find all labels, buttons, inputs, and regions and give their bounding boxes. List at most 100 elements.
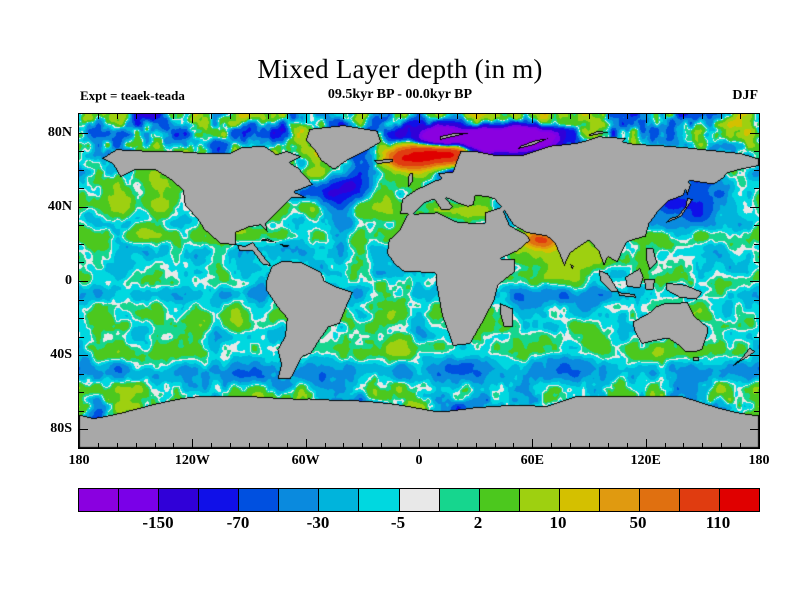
axis-tick: [79, 225, 84, 226]
axis-tick: [98, 114, 99, 119]
colorbar-segment: [79, 489, 120, 511]
axis-tick: [532, 114, 533, 123]
axis-tick: [400, 443, 401, 448]
colorbar-tick-label: -30: [306, 513, 330, 532]
axis-tick: [754, 411, 759, 412]
axis-tick: [79, 281, 88, 282]
axis-tick: [754, 225, 759, 226]
map-plot-area: [78, 113, 760, 449]
axis-tick: [754, 392, 759, 393]
colorbar: [78, 488, 760, 512]
axis-tick: [754, 170, 759, 171]
x-axis-tick-label: 60W: [291, 453, 320, 468]
axis-tick: [362, 114, 363, 119]
figure-subtitle: 09.5kyr BP - 00.0kyr BP: [327, 87, 473, 102]
axis-tick: [325, 443, 326, 448]
x-axis-tick-label: 180: [68, 453, 90, 468]
axis-tick: [702, 443, 703, 448]
axis-tick: [268, 114, 269, 119]
axis-tick: [287, 114, 288, 119]
x-axis-tick-label: 120E: [630, 453, 661, 468]
y-axis-tick-label: 80S: [50, 421, 72, 437]
x-axis-tick-label: 60E: [520, 453, 544, 468]
axis-tick: [136, 114, 137, 119]
axis-tick: [627, 114, 628, 119]
axis-tick: [211, 443, 212, 448]
axis-tick: [381, 114, 382, 119]
axis-tick: [551, 114, 552, 119]
axis-tick: [79, 392, 84, 393]
axis-tick: [646, 439, 647, 448]
axis-tick: [155, 114, 156, 119]
colorbar-tick-label: 2: [473, 513, 483, 532]
axis-tick: [117, 114, 118, 119]
axis-tick: [476, 114, 477, 119]
axis-tick: [740, 114, 741, 119]
colorbar-segment: [519, 489, 560, 511]
axis-tick: [79, 188, 84, 189]
axis-tick: [750, 133, 759, 134]
axis-tick: [608, 443, 609, 448]
axis-tick: [754, 151, 759, 152]
axis-tick: [419, 114, 420, 123]
page-title: Mixed Layer depth (in m): [257, 54, 543, 84]
axis-tick: [438, 443, 439, 448]
axis-tick: [325, 114, 326, 119]
axis-tick: [683, 443, 684, 448]
axis-tick: [457, 114, 458, 119]
axis-tick: [79, 244, 84, 245]
y-axis-tick-label: 80N: [47, 124, 72, 140]
axis-tick: [381, 443, 382, 448]
axis-tick: [551, 443, 552, 448]
y-axis-tick-label: 40N: [47, 198, 72, 214]
axis-tick: [79, 300, 84, 301]
axis-tick: [754, 300, 759, 301]
colorbar-segment: [279, 489, 320, 511]
axis-tick: [750, 429, 759, 430]
axis-tick: [750, 281, 759, 282]
axis-tick: [589, 114, 590, 119]
axis-tick: [249, 443, 250, 448]
axis-tick: [79, 355, 88, 356]
axis-tick: [400, 114, 401, 119]
colorbar-segment: [319, 489, 360, 511]
axis-tick: [513, 114, 514, 119]
axis-tick: [306, 439, 307, 448]
colorbar-segment: [639, 489, 680, 511]
axis-tick: [438, 114, 439, 119]
colorbar-segment: [679, 489, 720, 511]
axis-tick: [646, 114, 647, 123]
axis-tick: [79, 170, 84, 171]
y-axis-tick-label: 0: [65, 273, 72, 288]
axis-tick: [665, 114, 666, 119]
colorbar-tick-label: 50: [629, 513, 647, 532]
axis-tick: [79, 318, 84, 319]
axis-tick: [754, 374, 759, 375]
axis-tick: [754, 188, 759, 189]
axis-tick: [362, 443, 363, 448]
axis-tick: [754, 262, 759, 263]
colorbar-tick-label: -70: [226, 513, 250, 532]
axis-tick: [665, 443, 666, 448]
colorbar-segment: [119, 489, 160, 511]
colorbar-segment: [239, 489, 280, 511]
axis-tick: [79, 429, 88, 430]
colorbar-tick-label: -5: [390, 513, 406, 532]
axis-tick: [136, 443, 137, 448]
axis-tick: [79, 262, 84, 263]
axis-tick: [608, 114, 609, 119]
axis-tick: [754, 318, 759, 319]
axis-tick: [173, 443, 174, 448]
colorbar-segment: [159, 489, 200, 511]
axis-tick: [192, 114, 193, 123]
axis-tick: [532, 439, 533, 448]
x-axis-tick-label: 180: [748, 453, 770, 468]
axis-tick: [230, 114, 231, 119]
colorbar-tick-label: -150: [142, 513, 174, 532]
axis-tick: [754, 244, 759, 245]
axis-tick: [173, 114, 174, 119]
colorbar-segment: [359, 489, 400, 511]
colorbar-segment: [720, 489, 760, 511]
axis-tick: [79, 151, 84, 152]
